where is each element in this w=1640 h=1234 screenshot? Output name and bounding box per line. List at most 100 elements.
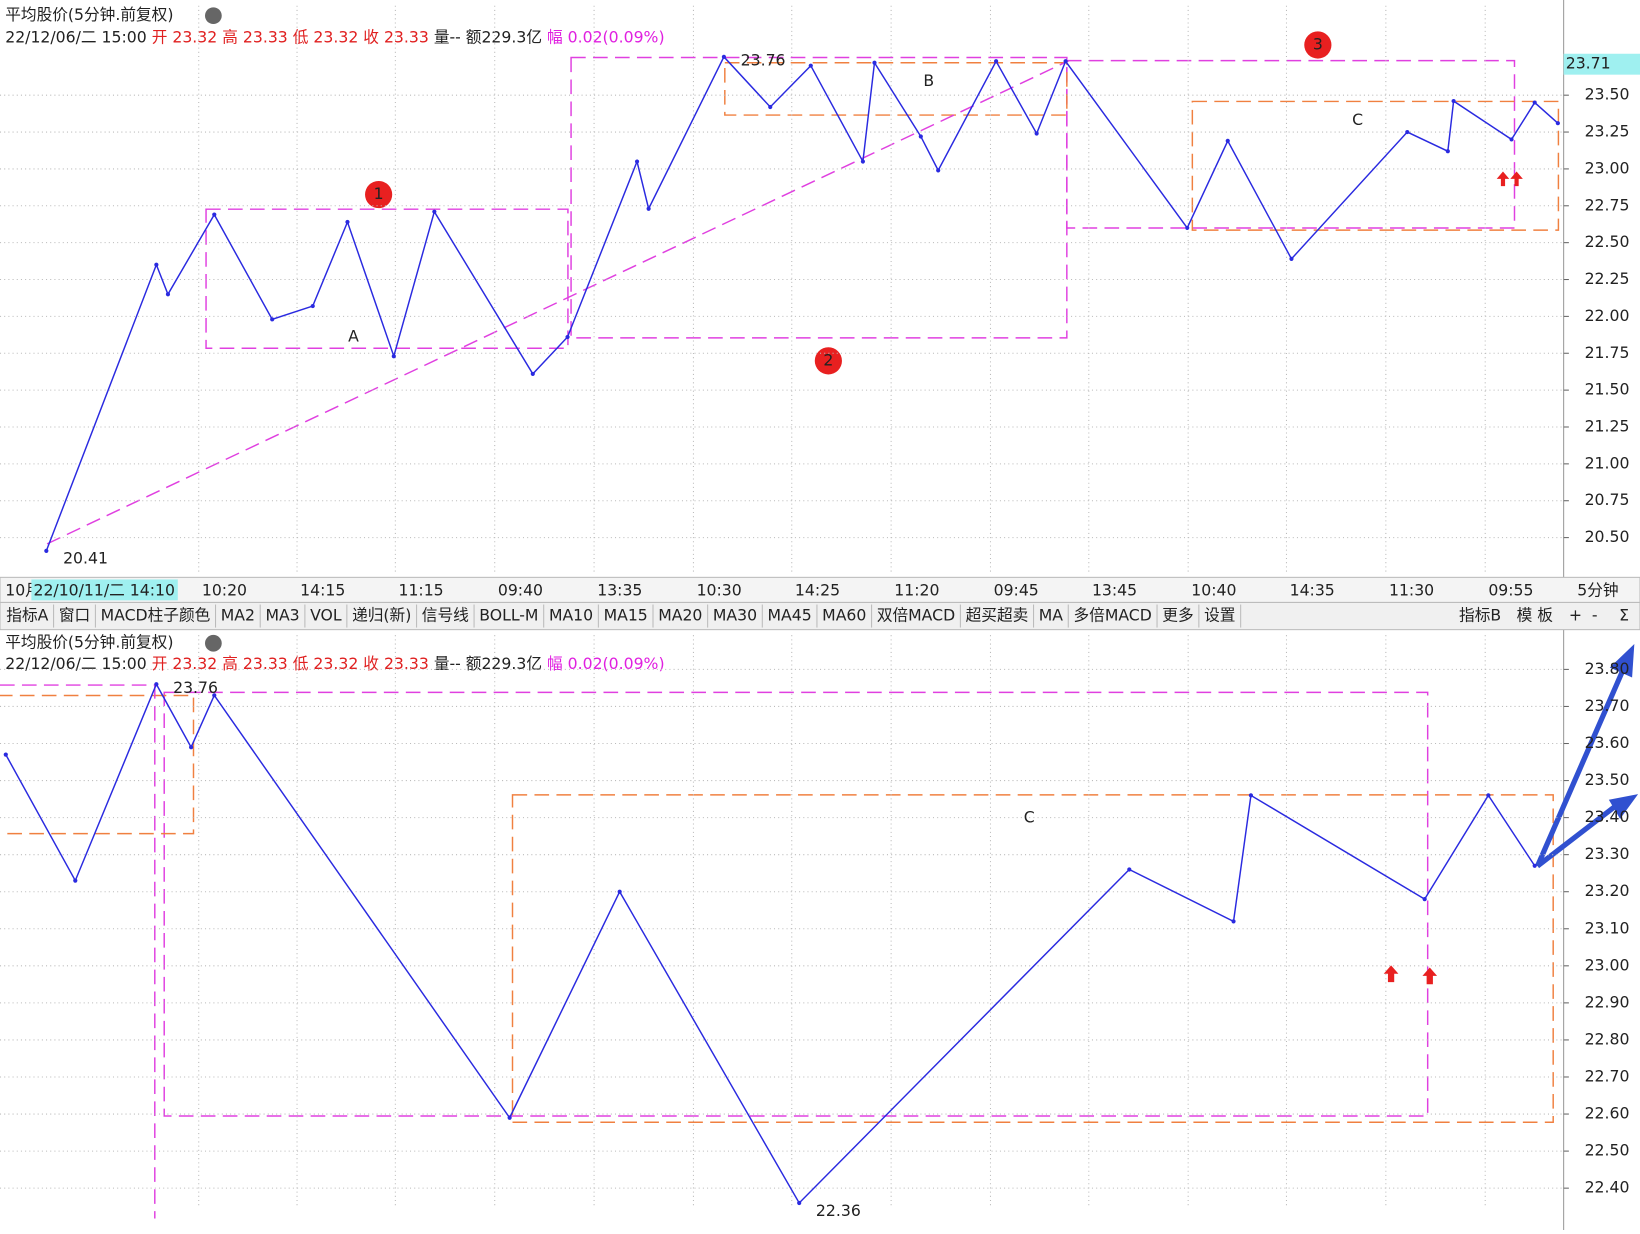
vertex <box>73 878 78 883</box>
toolbar-button[interactable]: MA15 <box>604 606 648 625</box>
range-box <box>511 794 1554 1124</box>
vertex <box>1509 137 1514 142</box>
vertex <box>391 354 396 359</box>
toolbar-button[interactable]: 双倍MACD <box>877 606 955 625</box>
badge <box>365 180 393 209</box>
quote-item: 高 <box>222 27 238 46</box>
quote-item: 量-- <box>434 27 461 46</box>
y-tick-label: 22.75 <box>1585 195 1630 214</box>
toolbar-button[interactable]: 指标A <box>6 606 48 625</box>
y-tick-label: 22.40 <box>1585 1178 1630 1197</box>
last-price: 23.71 <box>1566 54 1611 73</box>
y-tick-label: 23.50 <box>1585 770 1630 789</box>
vertex <box>918 134 923 139</box>
vertex <box>808 63 813 68</box>
vertex <box>1486 793 1491 798</box>
vertex <box>212 693 217 698</box>
vertex <box>310 303 315 309</box>
arrow <box>1535 668 1626 868</box>
y-tick-label: 23.00 <box>1585 158 1630 177</box>
toolbar-button[interactable]: 递归(新) <box>352 606 411 625</box>
toolbar-button[interactable]: 指标B <box>1459 606 1501 625</box>
zigzag-line <box>5 682 1536 1205</box>
vertex <box>1289 256 1294 261</box>
toolbar-button[interactable]: MA <box>1039 606 1064 625</box>
toolbar-button[interactable]: 窗口 <box>59 606 90 625</box>
value-label: 22.36 <box>816 1201 861 1220</box>
vertex <box>1248 793 1254 798</box>
vertex <box>936 168 941 173</box>
quote-item: 收 <box>363 27 379 46</box>
range-box <box>1066 59 1516 229</box>
quote-item: 0.02(0.09%) <box>568 654 665 673</box>
quote-item: 23.32 <box>313 27 358 46</box>
x-tick-label: 09:55 <box>1488 580 1533 599</box>
y-tick-label: 22.90 <box>1585 992 1630 1011</box>
toolbar-button[interactable]: - <box>1592 606 1598 625</box>
vertex <box>1127 867 1132 872</box>
quote-item: 额229.3亿 <box>466 27 542 46</box>
vertex <box>1532 100 1537 105</box>
toolbar-button[interactable]: 信号线 <box>422 606 469 625</box>
value-label: 23.76 <box>173 678 218 697</box>
x-tick-label: 13:35 <box>597 580 642 599</box>
toolbar-button[interactable]: 更多 <box>1162 606 1193 625</box>
y-tick-label: 22.80 <box>1585 1029 1630 1048</box>
vertex <box>154 682 159 687</box>
toolbar-button[interactable]: Σ <box>1619 606 1629 625</box>
vertex <box>721 54 727 59</box>
y-tick-label: 23.80 <box>1585 659 1630 678</box>
vertex <box>768 104 773 110</box>
value-label: 20.41 <box>63 549 108 568</box>
toolbar-button[interactable]: 设置 <box>1204 606 1235 625</box>
dropdown-icon <box>205 634 222 652</box>
vertex <box>530 371 535 376</box>
toolbar-button[interactable]: 多倍MACD <box>1073 606 1151 625</box>
toolbar-button[interactable]: BOLL-M <box>479 606 538 625</box>
y-tick-label: 23.00 <box>1585 955 1630 974</box>
toolbar-button[interactable]: MA10 <box>549 606 593 625</box>
vertex <box>634 159 640 164</box>
quote-item: 23.33 <box>384 27 429 46</box>
toolbar-button[interactable]: MA60 <box>822 606 866 625</box>
vertex <box>1063 59 1068 64</box>
vertex <box>797 1200 802 1206</box>
dropdown-icon <box>205 7 222 25</box>
range-box <box>205 208 569 350</box>
toolbar-button[interactable]: MACD柱子颜色 <box>101 606 211 625</box>
quote-item: 0.02(0.09%) <box>568 27 665 46</box>
quote-line: 22/12/06/二 15:00 开 23.32 高 23.33 低 23.32… <box>5 27 664 46</box>
x-tick-label: 10:30 <box>697 580 742 599</box>
quote-item: 23.32 <box>313 654 358 673</box>
vertex <box>507 1115 512 1120</box>
toolbar-button[interactable]: 模 板 <box>1517 606 1554 625</box>
y-tick-label: 21.25 <box>1585 416 1630 435</box>
toolbar-button[interactable]: MA30 <box>713 606 757 625</box>
x-tick-label: 11:20 <box>894 580 939 599</box>
y-tick-label: 22.60 <box>1585 1104 1630 1123</box>
vertex <box>617 889 622 894</box>
x-tick-label: 10:20 <box>202 580 247 599</box>
toolbar-button[interactable]: MA20 <box>658 606 702 625</box>
toolbar-button[interactable]: + <box>1569 606 1582 625</box>
toolbar-button[interactable]: VOL <box>310 606 342 625</box>
toolbar-button[interactable]: 超买超卖 <box>966 606 1029 625</box>
annotation: 3 <box>1313 34 1323 53</box>
toolbar-button[interactable]: MA45 <box>768 606 812 625</box>
toolbar-button[interactable]: MA3 <box>265 606 299 625</box>
vertex <box>1451 98 1456 104</box>
vertex <box>1532 863 1537 868</box>
y-tick-label: 20.50 <box>1585 527 1630 546</box>
vertex <box>872 60 877 65</box>
zigzag-line <box>45 55 1559 552</box>
toolbar-button[interactable]: MA2 <box>221 606 255 625</box>
x-tick-label: 11:15 <box>398 580 443 599</box>
annotation: C <box>1024 807 1035 826</box>
annotation: C <box>1352 110 1363 129</box>
range-box <box>163 691 1429 1117</box>
y-tick-label: 23.60 <box>1585 733 1630 752</box>
quote-item: 23.33 <box>243 654 288 673</box>
quote-item: 高 <box>222 654 238 673</box>
vertex <box>1445 149 1450 154</box>
